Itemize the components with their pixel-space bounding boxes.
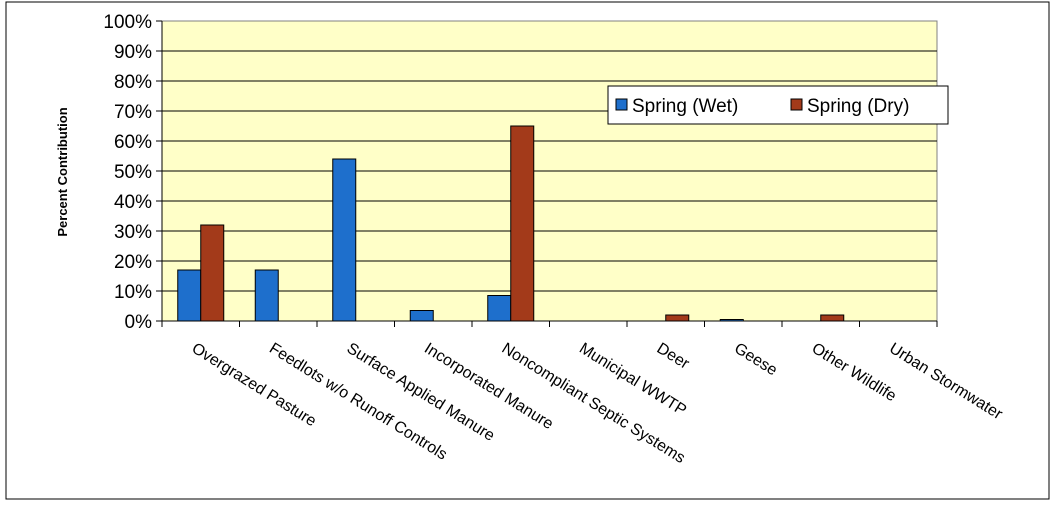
legend-label-wet: Spring (Wet)	[632, 96, 738, 117]
bar-wet	[409, 310, 434, 322]
y-tick-label: 50%	[114, 162, 152, 183]
bar-dry	[820, 314, 845, 322]
y-tick-label: 90%	[114, 42, 152, 63]
legend-box	[607, 85, 949, 125]
y-tick-label: 0%	[125, 312, 153, 333]
bar-wet	[177, 269, 202, 322]
axes	[156, 20, 938, 327]
bar-wet	[254, 269, 279, 322]
legend-swatch-wet	[615, 98, 628, 111]
gridlines	[162, 50, 937, 292]
y-tick-labels: 0% 10% 20% 30% 40% 50% 60% 70% 80% 90% 100%	[103, 12, 152, 333]
y-tick-label: 80%	[114, 72, 152, 93]
bars	[177, 125, 845, 322]
bar-dry	[665, 314, 690, 322]
y-tick-label: 40%	[114, 192, 152, 213]
bar-wet	[487, 295, 512, 322]
legend-swatch-dry	[790, 98, 803, 111]
y-tick-label: 20%	[114, 252, 152, 273]
legend: Spring (Wet) Spring (Dry)	[607, 85, 949, 125]
y-tick-label: 10%	[114, 282, 152, 303]
bar-dry	[200, 224, 225, 322]
bar-dry	[510, 125, 535, 322]
y-tick-label: 60%	[114, 132, 152, 153]
bar-wet	[332, 158, 357, 322]
y-axis-title: Percent Contribution	[55, 107, 70, 236]
y-tick-label: 100%	[103, 12, 152, 33]
y-tick-label: 30%	[114, 222, 152, 243]
legend-label-dry: Spring (Dry)	[807, 96, 909, 117]
y-tick-label: 70%	[114, 102, 152, 123]
